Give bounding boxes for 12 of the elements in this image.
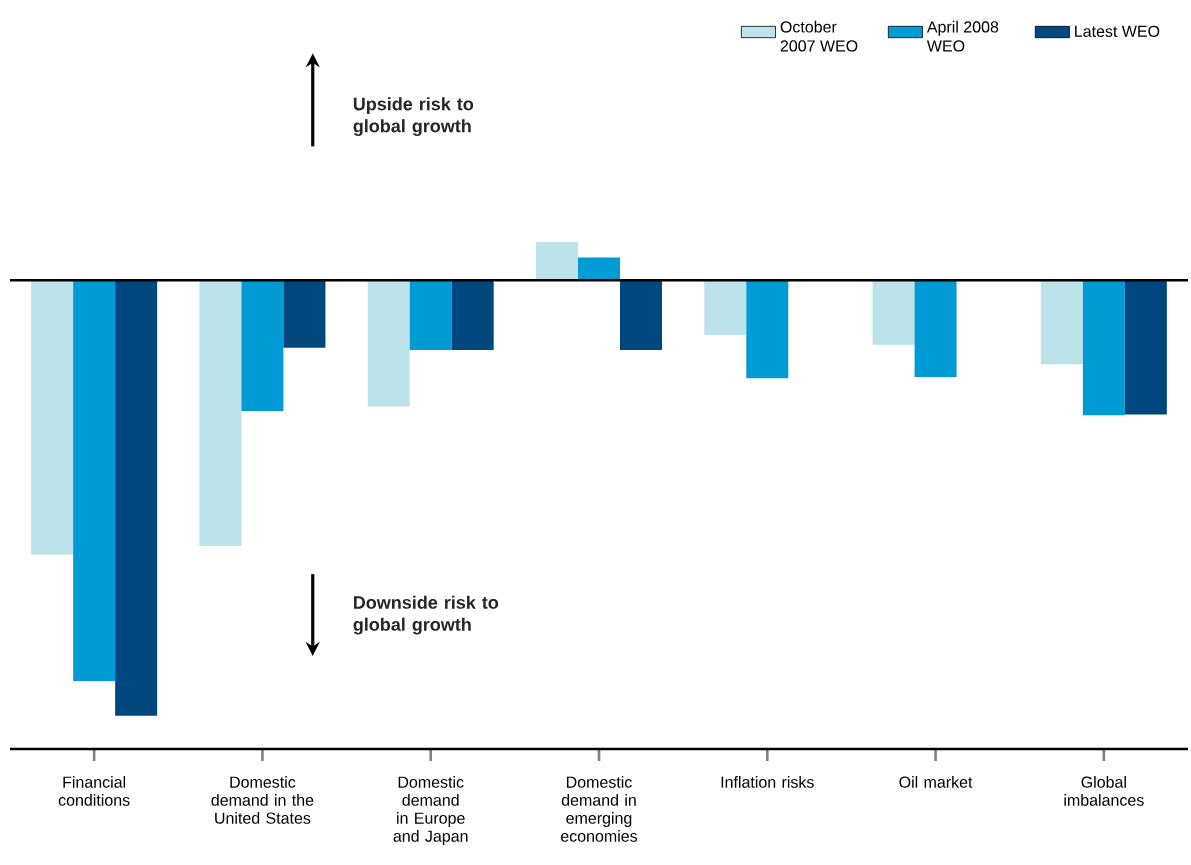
text: Upside risk to global growth [353,97,474,137]
legend-label: October 2007 WEO [780,20,858,52]
x-tick-label: Financial conditions [58,776,130,806]
x-tick-label: Domestic demand in emerging economies [561,776,638,842]
x-tick-label: Global imbalances [1064,776,1144,806]
annotation: Downside risk to global growth [353,595,499,635]
legend-label: April 2008 WEO [926,20,999,52]
x-tick-label: Oil market [899,776,973,788]
x-tick-label: Inflation risks [721,776,814,788]
x-tick-label: Domestic demand in Europe and Japan [393,776,468,845]
legend-label: Latest WEO [1075,25,1160,37]
x-tick-label: Domestic demand in the United States [211,776,314,824]
